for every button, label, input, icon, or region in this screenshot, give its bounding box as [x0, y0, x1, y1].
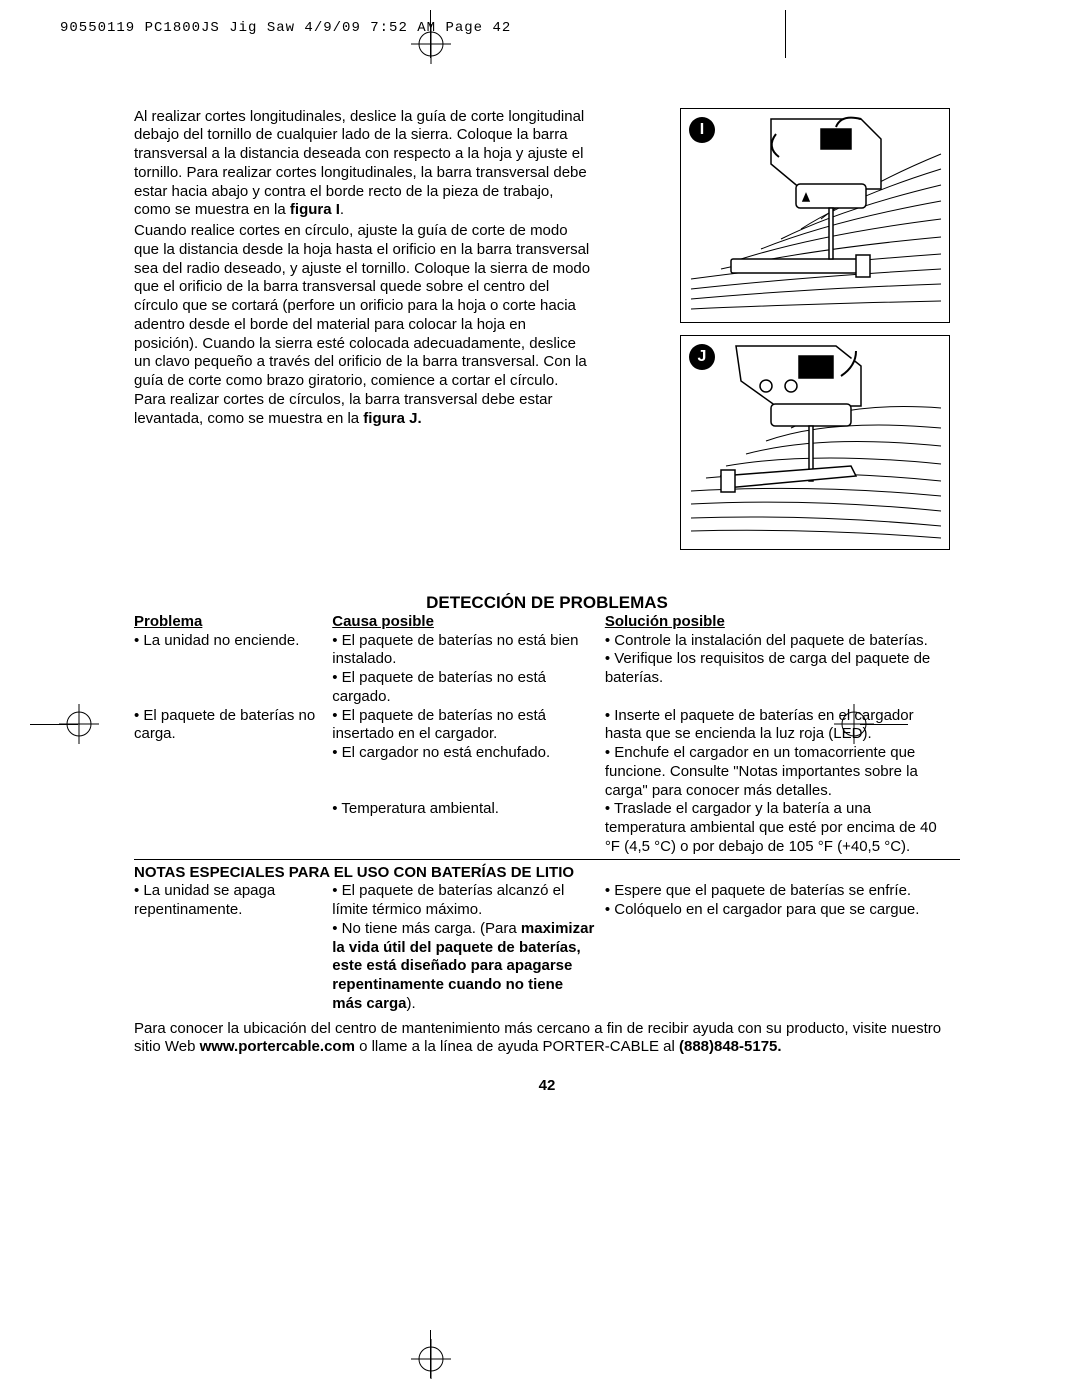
figure-j-label: J — [689, 344, 715, 370]
cell-cause: • El paquete de baterías no está bien in… — [332, 632, 605, 707]
cell-solution: • Inserte el paquete de baterías en el c… — [605, 707, 960, 801]
figure-ref-i: figura I — [290, 201, 340, 218]
figures-column: I — [680, 108, 960, 562]
solution-item: • Espere que el paquete de baterías se e… — [605, 882, 952, 901]
crop-mark — [430, 1330, 431, 1378]
page-header: 90550119 PC1800JS Jig Saw 4/9/09 7:52 AM… — [60, 20, 1020, 38]
table-row: • La unidad no enciende. • El paquete de… — [134, 632, 960, 707]
footer-help-text: Para conocer la ubicación del centro de … — [134, 1020, 960, 1058]
figure-i-label: I — [689, 117, 715, 143]
paragraph-2: Cuando realice cortes en círculo, ajuste… — [134, 222, 594, 428]
cause-text: ). — [406, 995, 415, 1012]
cell-solution: • Controle la instalación del paquete de… — [605, 632, 960, 707]
troubleshooting-table: Problema Causa posible Solución posible … — [134, 613, 960, 860]
figure-j: J — [680, 335, 950, 550]
figure-i: I — [680, 108, 950, 323]
th-solution: Solución posible — [605, 613, 960, 632]
cell-problem: • La unidad se apaga repentinamente. — [134, 882, 332, 1013]
cell-cause: • Temperatura ambiental. — [332, 800, 605, 859]
cell-problem: • La unidad no enciende. — [134, 632, 332, 707]
cause-item: • El paquete de baterías no está bien in… — [332, 632, 597, 670]
cause-text: • No tiene más carga. (Para — [332, 920, 521, 937]
solution-item: • Verifique los requisitos de carga del … — [605, 650, 952, 688]
solution-item: • Controle la instalación del paquete de… — [605, 632, 952, 651]
cell-cause: • El paquete de baterías no está inserta… — [332, 707, 605, 801]
footer-url: www.portercable.com — [200, 1038, 355, 1055]
cell-solution: • Espere que el paquete de baterías se e… — [605, 882, 960, 1013]
registration-mark — [407, 1335, 455, 1383]
table-row: • La unidad se apaga repentinamente. • E… — [134, 882, 960, 1013]
paragraph-1: Al realizar cortes longitudinales, desli… — [134, 108, 594, 221]
footer-phone: (888)848-5175. — [679, 1038, 782, 1055]
solution-item: • Colóquelo en el cargador para que se c… — [605, 901, 952, 920]
figure-ref-j: figura J. — [363, 410, 421, 427]
cause-item: • El cargador no está enchufado. — [332, 744, 597, 763]
paragraph-2-text: Cuando realice cortes en círculo, ajuste… — [134, 222, 590, 427]
lithium-notes-title: NOTAS ESPECIALES PARA EL USO CON BATERÍA… — [134, 864, 960, 883]
cause-item: • El paquete de baterías alcanzó el lími… — [332, 882, 597, 920]
cause-item: • El paquete de baterías no está cargado… — [332, 669, 597, 707]
cause-item: • No tiene más carga. (Para maximizar la… — [332, 920, 597, 1014]
cell-cause: • El paquete de baterías alcanzó el lími… — [332, 882, 605, 1013]
cause-item: • El paquete de baterías no está inserta… — [332, 707, 597, 745]
table-row: • El paquete de baterías no carga. • El … — [134, 707, 960, 801]
solution-item: • Enchufe el cargador en un tomacorrient… — [605, 744, 952, 800]
paragraph-1-text: Al realizar cortes longitudinales, desli… — [134, 108, 587, 219]
th-cause: Causa posible — [332, 613, 605, 632]
th-problem: Problema — [134, 613, 332, 632]
solution-item: • Inserte el paquete de baterías en el c… — [605, 707, 952, 745]
cell-problem — [134, 800, 332, 859]
lithium-table: • La unidad se apaga repentinamente. • E… — [134, 882, 960, 1013]
cell-solution: • Traslade el cargador y la batería a un… — [605, 800, 960, 859]
troubleshooting-title: DETECCIÓN DE PROBLEMAS — [134, 592, 960, 613]
page-number: 42 — [134, 1077, 960, 1096]
body-text-column: Al realizar cortes longitudinales, desli… — [134, 108, 594, 431]
table-row: • Temperatura ambiental. • Traslade el c… — [134, 800, 960, 859]
cell-problem: • El paquete de baterías no carga. — [134, 707, 332, 801]
footer-text-2: o llame a la línea de ayuda PORTER-CABLE… — [355, 1038, 679, 1055]
